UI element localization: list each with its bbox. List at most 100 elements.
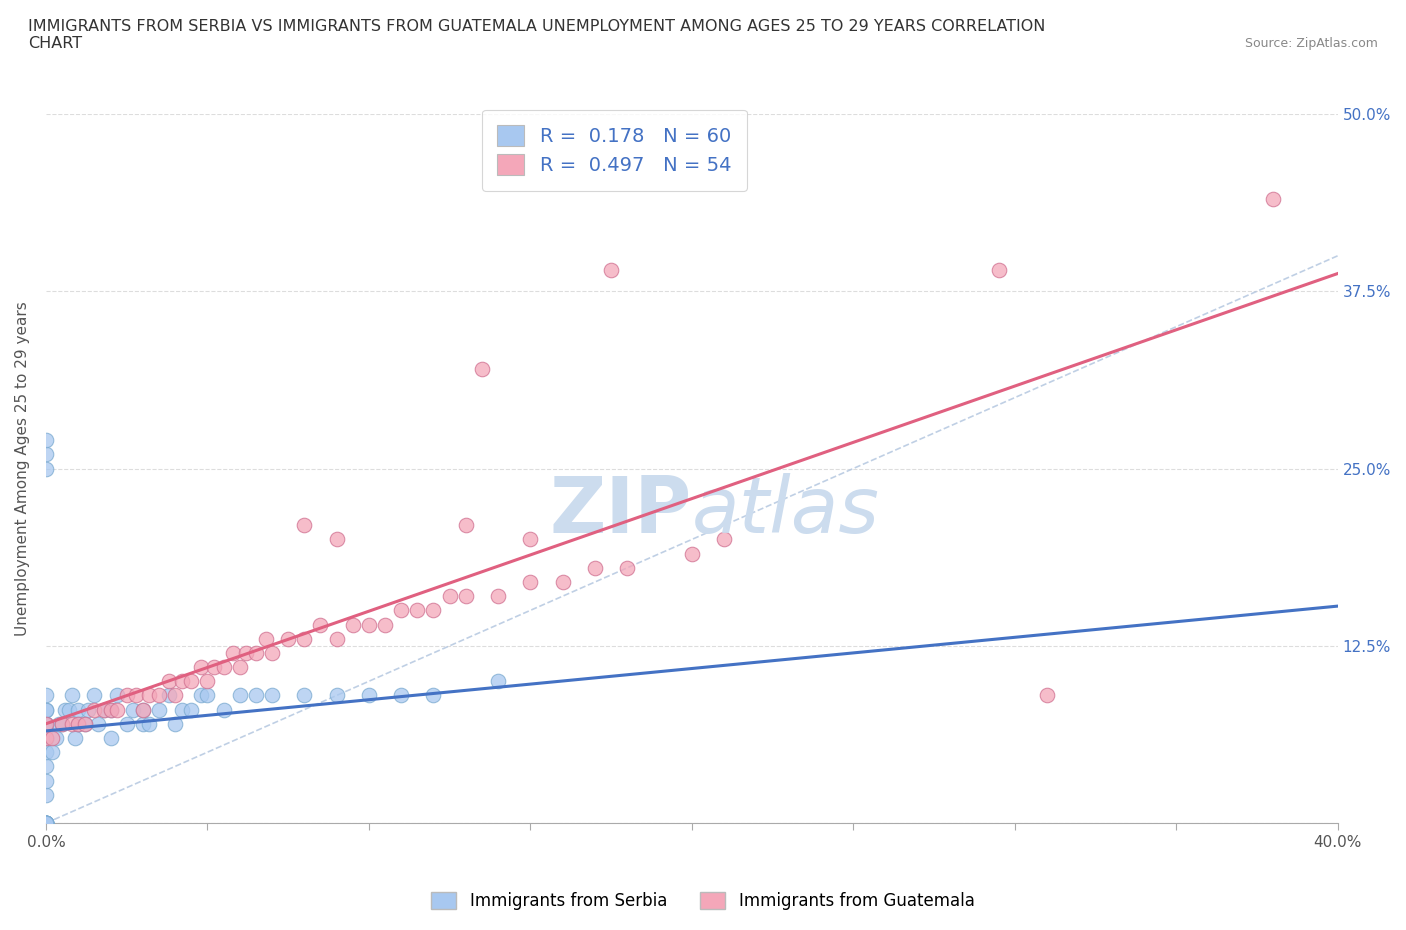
Y-axis label: Unemployment Among Ages 25 to 29 years: Unemployment Among Ages 25 to 29 years [15,301,30,636]
Point [228,659,250,674]
Point [35,447,58,462]
Point [439,589,461,604]
Point [35,816,58,830]
Point [35,716,58,731]
Point [325,631,347,646]
Point [165,688,187,703]
Point [93,702,115,717]
Text: atlas: atlas [692,473,880,549]
Point [292,631,315,646]
Point [254,631,277,646]
Point [83,702,105,717]
Point [519,575,541,590]
Point [105,688,128,703]
Point [67,702,90,717]
Point [77,702,100,717]
Point [138,688,160,703]
Point [138,716,160,731]
Point [148,702,170,717]
Point [551,575,574,590]
Point [235,645,257,660]
Point [342,618,364,632]
Point [292,688,315,703]
Point [67,716,90,731]
Point [35,788,58,803]
Text: ZIP: ZIP [550,473,692,549]
Point [58,702,80,717]
Text: Source: ZipAtlas.com: Source: ZipAtlas.com [1244,37,1378,50]
Point [422,688,444,703]
Point [374,618,396,632]
Point [132,716,155,731]
Point [197,688,219,703]
Point [35,461,58,476]
Point [122,702,145,717]
Point [100,702,122,717]
Point [35,816,58,830]
Point [35,731,58,746]
Point [148,688,170,703]
Point [180,674,202,689]
Point [471,362,494,377]
Point [35,702,58,717]
Point [93,702,115,717]
Point [105,702,128,717]
Point [132,702,155,717]
Point [202,659,225,674]
Point [35,716,58,731]
Point [309,618,332,632]
Point [180,702,202,717]
Point [713,532,735,547]
Point [681,546,703,561]
Point [170,702,193,717]
Point [245,688,267,703]
Point [292,518,315,533]
Point [228,688,250,703]
Point [41,731,63,746]
Point [190,688,212,703]
Point [41,745,63,760]
Point [35,816,58,830]
Point [422,603,444,618]
Point [35,759,58,774]
Point [245,645,267,660]
Point [35,816,58,830]
Point [48,716,70,731]
Point [73,716,96,731]
Point [157,688,180,703]
Point [35,816,58,830]
Point [325,532,347,547]
Point [212,702,235,717]
Point [86,716,108,731]
Point [389,603,412,618]
Point [277,631,299,646]
Point [115,716,138,731]
Text: IMMIGRANTS FROM SERBIA VS IMMIGRANTS FROM GUATEMALA UNEMPLOYMENT AMONG AGES 25 T: IMMIGRANTS FROM SERBIA VS IMMIGRANTS FRO… [28,19,1046,51]
Point [406,603,429,618]
Point [616,561,638,576]
Point [987,262,1010,277]
Point [35,816,58,830]
Point [53,702,76,717]
Point [212,659,235,674]
Point [45,731,67,746]
Point [35,816,58,830]
Point [73,716,96,731]
Point [454,518,477,533]
Point [1261,192,1284,206]
Point [1036,688,1059,703]
Legend: Immigrants from Serbia, Immigrants from Guatemala: Immigrants from Serbia, Immigrants from … [425,885,981,917]
Point [35,816,58,830]
Point [222,645,245,660]
Point [197,674,219,689]
Point [583,561,606,576]
Point [260,645,283,660]
Point [519,532,541,547]
Point [35,773,58,788]
Point [35,688,58,703]
Point [357,688,380,703]
Legend: R =  0.178   N = 60, R =  0.497   N = 54: R = 0.178 N = 60, R = 0.497 N = 54 [482,110,747,191]
Point [125,688,148,703]
Point [35,745,58,760]
Point [35,731,58,746]
